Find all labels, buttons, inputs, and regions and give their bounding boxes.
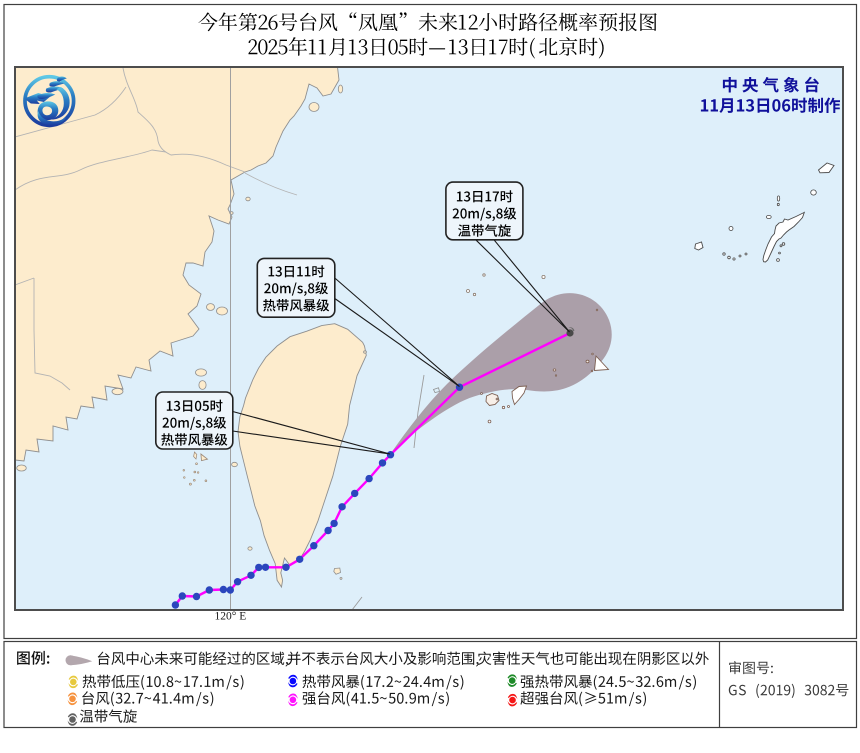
svg-text:120° E: 120° E [215, 611, 247, 623]
